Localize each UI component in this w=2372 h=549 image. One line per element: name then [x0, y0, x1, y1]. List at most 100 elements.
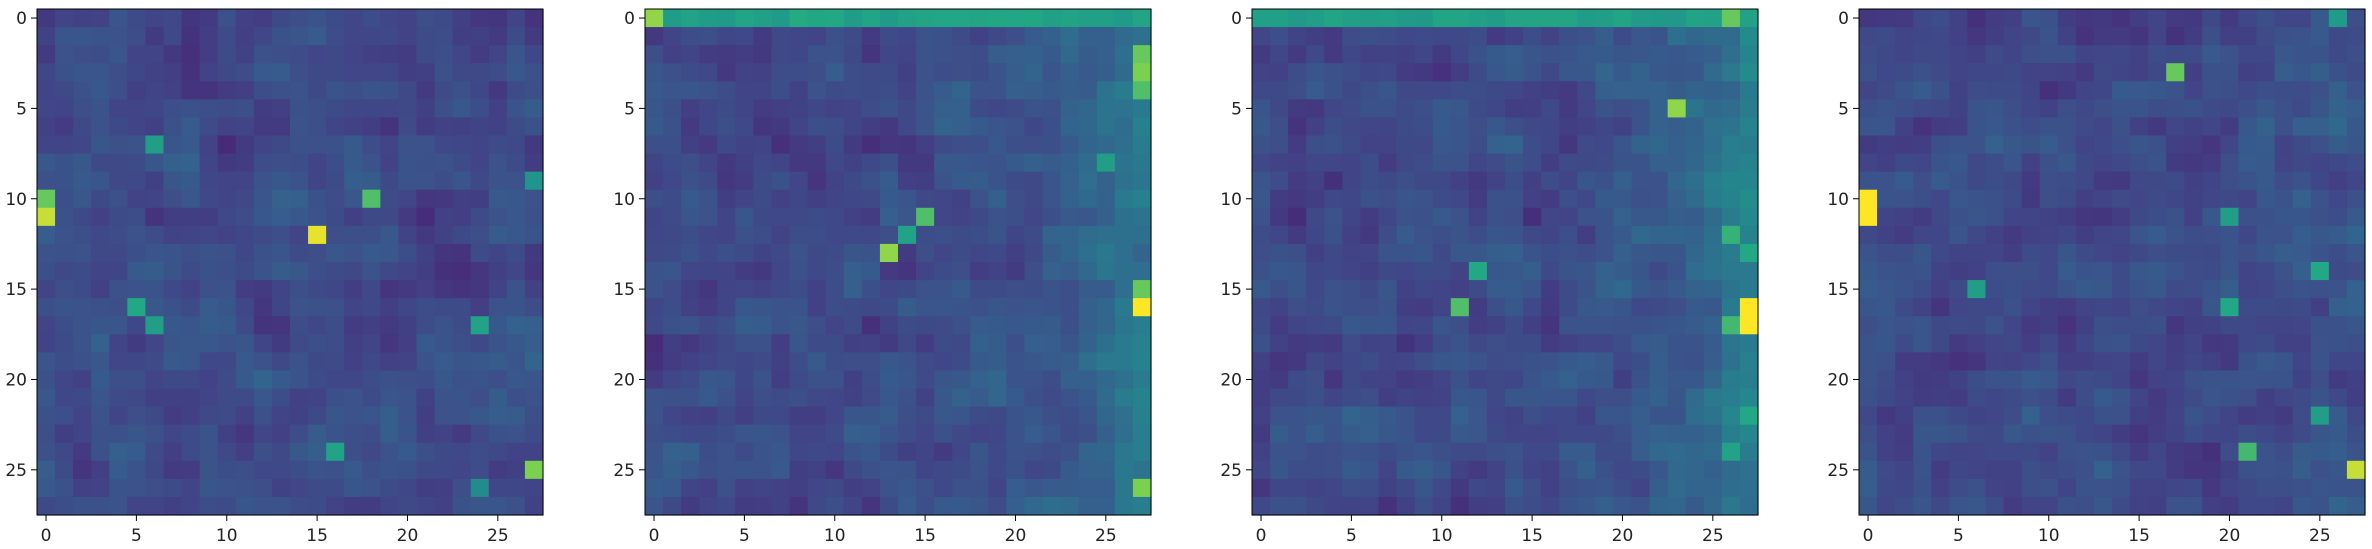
heatmap-cell — [1949, 280, 1969, 299]
heatmap-cell — [1631, 27, 1651, 46]
heatmap-cell — [199, 45, 219, 64]
heatmap-cell — [753, 207, 773, 227]
heatmap-cell — [434, 27, 454, 46]
heatmap-cell — [1967, 171, 1987, 191]
y-tick-label: 5 — [624, 99, 635, 119]
heatmap-cell — [163, 424, 183, 444]
heatmap-cell — [217, 189, 237, 209]
heatmap-cell — [771, 9, 791, 28]
heatmap-cell — [988, 81, 1008, 100]
heatmap-cell — [1859, 280, 1878, 299]
heatmap-cell — [271, 153, 291, 173]
heatmap-cell — [1306, 460, 1325, 480]
heatmap-cell — [235, 189, 255, 209]
heatmap-cell — [1541, 99, 1560, 119]
heatmap-cell — [663, 388, 682, 408]
heatmap-cell — [1132, 424, 1152, 444]
heatmap-cell — [988, 99, 1008, 119]
heatmap-cell — [1739, 153, 1759, 173]
heatmap-cell — [380, 135, 400, 155]
heatmap-cell — [2166, 45, 2185, 64]
heatmap-cell — [1360, 352, 1380, 372]
heatmap-cell — [199, 27, 219, 46]
heatmap-cell — [2148, 225, 2167, 245]
heatmap-cell — [1270, 424, 1289, 444]
heatmap-cell — [362, 370, 381, 390]
heatmap-cell — [2057, 243, 2077, 263]
heatmap-cell — [1468, 135, 1488, 155]
heatmap-cell — [970, 153, 989, 173]
heatmap-cell — [699, 189, 718, 209]
heatmap-cell — [699, 316, 718, 335]
heatmap-cell — [1006, 225, 1026, 245]
heatmap-cell — [488, 27, 508, 46]
heatmap-cell — [2346, 496, 2366, 516]
heatmap-cell — [1396, 298, 1416, 317]
heatmap-cell — [1396, 207, 1416, 227]
heatmap-cell — [1595, 496, 1615, 516]
heatmap-cell — [789, 45, 809, 64]
heatmap-cell — [1450, 334, 1470, 353]
heatmap-cell — [861, 207, 881, 227]
heatmap-cell — [1078, 171, 1098, 191]
heatmap-cell — [127, 298, 147, 317]
heatmap-cell — [988, 424, 1008, 444]
y-tick-label: 15 — [5, 280, 27, 300]
y-tick-label: 10 — [5, 190, 27, 210]
heatmap-cell — [1252, 316, 1271, 335]
heatmap-cell — [524, 135, 544, 155]
heatmap-cell — [2130, 406, 2149, 426]
heatmap-cell — [2310, 153, 2330, 173]
heatmap-cell — [1505, 9, 1524, 28]
heatmap-cell — [326, 280, 345, 299]
heatmap-cell — [1877, 334, 1896, 353]
heatmap-cell — [807, 460, 827, 480]
heatmap-cell — [1024, 243, 1044, 263]
heatmap-cell — [109, 243, 128, 263]
heatmap-cell — [1595, 280, 1615, 299]
heatmap-cell — [2184, 153, 2203, 173]
heatmap-cell — [1060, 352, 1080, 372]
heatmap-cell — [398, 352, 418, 372]
heatmap-cell — [1595, 9, 1615, 28]
heatmap-cell — [1649, 334, 1669, 353]
heatmap-cell — [235, 370, 255, 390]
heatmap-cell — [843, 352, 863, 372]
heatmap-cell — [916, 171, 935, 191]
heatmap-cell — [37, 243, 56, 263]
heatmap-cell — [1024, 424, 1044, 444]
heatmap-cell — [2057, 262, 2077, 281]
heatmap-cell — [2166, 496, 2185, 516]
heatmap-cell — [1378, 478, 1398, 498]
heatmap-cell — [308, 99, 327, 119]
heatmap-cell — [1096, 189, 1116, 209]
heatmap-cell — [145, 207, 165, 227]
heatmap-cell — [73, 388, 92, 408]
heatmap-cell — [1288, 81, 1307, 100]
heatmap-cell — [1931, 9, 1950, 28]
heatmap-cell — [1895, 9, 1914, 28]
heatmap-cell — [1895, 63, 1914, 82]
heatmap-cell — [1505, 280, 1524, 299]
heatmap-cell — [1721, 334, 1741, 353]
heatmap-cell — [1667, 63, 1687, 82]
heatmap-cell — [1703, 442, 1723, 462]
heatmap-cell — [1667, 243, 1687, 263]
heatmap-cell — [145, 81, 165, 100]
heatmap-cell — [699, 225, 718, 245]
heatmap-cell — [434, 225, 454, 245]
heatmap-cell — [1396, 334, 1416, 353]
heatmap-cell — [934, 99, 953, 119]
heatmap-cell — [1967, 442, 1987, 462]
heatmap-cell — [1631, 189, 1651, 209]
heatmap-cell — [807, 424, 827, 444]
heatmap-cell — [380, 478, 400, 498]
heatmap-cell — [1306, 9, 1325, 28]
heatmap-cell — [916, 45, 935, 64]
heatmap-cell — [1270, 370, 1289, 390]
heatmap-cell — [789, 442, 809, 462]
heatmap-cell — [127, 388, 147, 408]
y-tick-label: 5 — [16, 99, 27, 119]
heatmap-cell — [771, 442, 791, 462]
heatmap-cell — [789, 153, 809, 173]
